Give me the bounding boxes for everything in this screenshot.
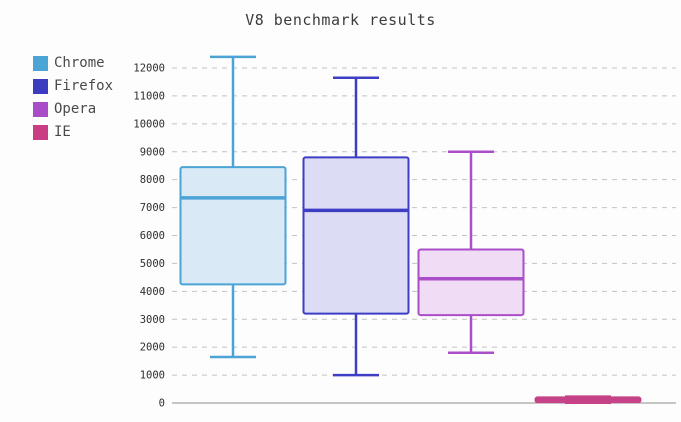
legend-item-ie[interactable]: IE: [33, 125, 113, 140]
y-tick-label: 1000: [140, 370, 165, 382]
boxplot-firefox: [302, 76, 410, 377]
iqr-box: [417, 248, 525, 317]
y-tick-label: 12000: [133, 63, 165, 75]
legend-item-chrome[interactable]: Chrome: [33, 56, 113, 71]
chart-title: V8 benchmark results: [245, 11, 436, 29]
y-tick-label: 8000: [140, 174, 165, 186]
y-tick-label: 10000: [133, 118, 165, 130]
legend-swatch: [33, 102, 48, 117]
legend-swatch: [33, 125, 48, 140]
boxplot-chrome: [179, 55, 287, 359]
boxplot-opera: [417, 150, 525, 354]
legend-label: Firefox: [54, 78, 114, 94]
y-tick-label: 11000: [133, 90, 165, 102]
legend-item-opera[interactable]: Opera: [33, 102, 113, 117]
y-tick-label: 6000: [140, 230, 165, 242]
y-tick-label: 4000: [140, 286, 165, 298]
legend-swatch: [33, 56, 48, 71]
chart-legend: Chrome Firefox Opera IE: [33, 56, 113, 148]
y-tick-label: 9000: [140, 146, 165, 158]
boxplot-ie: [534, 395, 642, 404]
legend-label: Chrome: [54, 55, 105, 71]
iqr-box: [302, 156, 410, 315]
legend-swatch: [33, 79, 48, 94]
y-tick-label: 3000: [140, 314, 165, 326]
y-tick-label: 7000: [140, 202, 165, 214]
y-tick-label: 2000: [140, 342, 165, 354]
legend-label: Opera: [54, 101, 97, 117]
y-tick-label: 0: [159, 398, 165, 410]
y-tick-label: 5000: [140, 258, 165, 270]
legend-label: IE: [54, 124, 71, 140]
legend-item-firefox[interactable]: Firefox: [33, 79, 113, 94]
iqr-box: [179, 166, 287, 286]
